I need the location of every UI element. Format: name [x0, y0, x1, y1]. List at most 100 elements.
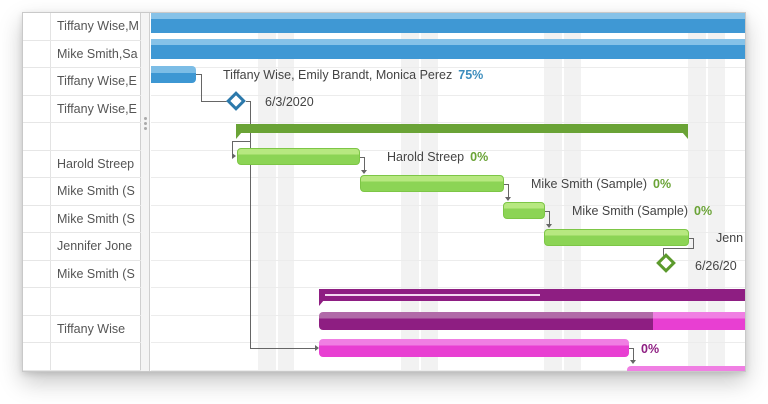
resource-grid: Tiffany Wise,M Mike Smith,Sa Tiffany Wis… [23, 13, 141, 371]
task-label: Tiffany Wise, Emily Brandt, Monica Perez… [223, 67, 483, 83]
resource-cell: Tiffany Wise,M [57, 19, 139, 33]
dependency-line [250, 348, 316, 349]
weekend-stripe [278, 13, 294, 371]
dependency-line [232, 141, 233, 156]
resource-cell: Mike Smith (S [57, 266, 135, 281]
grid-row[interactable]: Jennifer Jone [23, 233, 141, 261]
resource-cell: Tiffany Wise [57, 321, 126, 336]
timeline-area: Tiffany Wise, Emily Brandt, Monica Perez… [151, 13, 745, 371]
timeline-row [151, 178, 745, 206]
dependency-line [504, 184, 508, 185]
timeline-row [151, 96, 745, 123]
dependency-line [364, 157, 365, 171]
task-label: Harold Streep 0% [387, 149, 488, 165]
dependency-line [246, 101, 251, 102]
task-bar[interactable] [360, 175, 504, 192]
task-resources: Mike Smith (Sample) [531, 177, 647, 191]
grid-row[interactable]: Harold Streep [23, 151, 141, 178]
grid-row[interactable] [23, 288, 141, 316]
task-progress: 0% [694, 204, 713, 218]
dependency-line [196, 74, 201, 75]
weekend-stripe [708, 13, 725, 371]
weekend-stripe [401, 13, 419, 371]
summary-cap [319, 300, 324, 306]
resource-cell [57, 288, 141, 315]
milestone-date: 6/26/20 [695, 259, 737, 273]
task-bar[interactable] [151, 66, 196, 83]
resource-cell: Tiffany Wise,E [57, 74, 137, 88]
timeline-row [151, 233, 745, 261]
arrow-icon [630, 360, 636, 364]
grid-row[interactable]: Mike Smith (S [23, 261, 141, 288]
resource-cell: Tiffany Wise,E [57, 101, 137, 116]
weekend-stripe [544, 13, 562, 371]
task-bar[interactable] [653, 312, 745, 330]
resource-cell: Mike Smith,Sa [57, 46, 138, 61]
timeline-row [151, 68, 745, 96]
task-progress: 0% [470, 150, 489, 164]
summary-bar-green[interactable] [236, 124, 688, 139]
column-divider [50, 13, 51, 371]
weekend-stripe [421, 13, 438, 371]
arrow-icon [505, 197, 511, 201]
dependency-line [360, 157, 364, 158]
dependency-line [663, 248, 664, 256]
resource-cell [57, 123, 141, 150]
timeline-row [151, 206, 745, 233]
task-progress-bar[interactable] [319, 312, 654, 330]
timeline-row [151, 261, 745, 288]
dependency-line [201, 101, 227, 102]
grid-row[interactable] [23, 371, 141, 372]
task-resources: Tiffany Wise, Emily Brandt, Monica Perez [223, 68, 453, 82]
task-resources: Harold Streep [387, 150, 465, 164]
grid-row[interactable] [23, 123, 141, 151]
summary-cap [682, 132, 688, 139]
task-label: Mike Smith (Sample) 0% [531, 176, 671, 192]
task-progress: 0% [641, 342, 660, 356]
arrow-icon [315, 345, 319, 351]
task-bar[interactable] [237, 148, 360, 165]
task-label: Jenn [716, 231, 744, 245]
dependency-line [508, 184, 509, 198]
task-bar[interactable] [544, 229, 689, 246]
summary-bar-purple[interactable] [319, 289, 745, 306]
summary-cap [236, 132, 242, 139]
grid-row[interactable]: Mike Smith (S [23, 178, 141, 206]
summary-progress [325, 294, 540, 296]
arrow-icon [546, 224, 552, 228]
task-label: Mike Smith (Sample) 0% [572, 203, 712, 219]
resource-cell: Mike Smith (S [57, 211, 135, 226]
dependency-line [689, 238, 693, 239]
timeline-row [151, 41, 745, 68]
dependency-line [633, 348, 634, 362]
summary-bar-blue[interactable] [151, 13, 745, 33]
dependency-line [250, 101, 251, 349]
grid-row[interactable]: Tiffany Wise [23, 316, 141, 343]
grid-row[interactable]: Tiffany Wise,M [23, 13, 141, 41]
weekend-stripe [564, 13, 581, 371]
resource-cell: Harold Streep [57, 156, 135, 171]
grid-row[interactable]: Mike Smith,Sa [23, 41, 141, 68]
grid-row[interactable] [23, 343, 141, 371]
timeline-row [151, 123, 745, 151]
timeline-row [151, 343, 745, 371]
summary-bar-blue[interactable] [151, 39, 745, 59]
weekend-stripe [258, 13, 276, 371]
dependency-line [549, 211, 550, 225]
weekend-stripe [688, 13, 706, 371]
resource-cell: Mike Smith (S [57, 184, 135, 198]
dependency-line [629, 348, 633, 349]
task-resources: Mike Smith (Sample) [572, 204, 688, 218]
grid-row[interactable]: Tiffany Wise,E [23, 68, 141, 96]
task-bar[interactable] [319, 339, 629, 357]
task-bar[interactable] [503, 202, 545, 219]
task-label: 0% [635, 341, 659, 357]
pane-splitter[interactable] [141, 13, 150, 371]
grid-row[interactable]: Mike Smith (S [23, 206, 141, 233]
resource-cell: Jennifer Jone [57, 239, 133, 253]
task-bar[interactable] [627, 366, 745, 371]
grid-row[interactable]: Tiffany Wise,E [23, 96, 141, 123]
resource-cell [57, 371, 141, 372]
drag-handle-icon[interactable] [144, 117, 147, 132]
task-progress: 75% [458, 68, 484, 82]
